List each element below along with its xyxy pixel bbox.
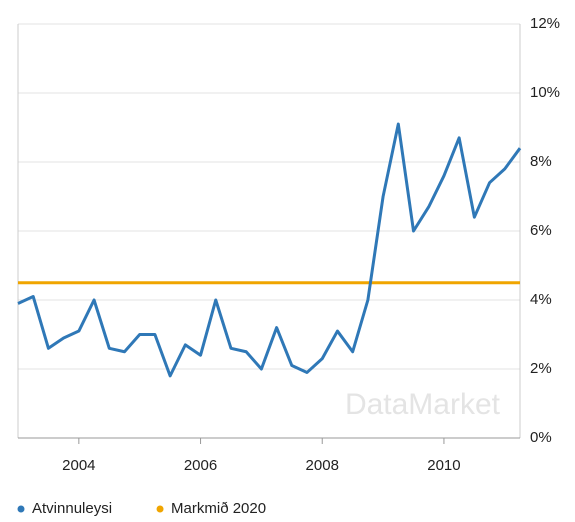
legend-label: Atvinnuleysi	[32, 500, 112, 517]
legend-marker	[17, 505, 25, 513]
y-tick-label: 10%	[530, 84, 560, 101]
y-tick-label: 12%	[530, 15, 560, 32]
legend-marker	[156, 505, 164, 513]
y-tick-label: 4%	[530, 291, 552, 308]
y-tick-label: 8%	[530, 153, 552, 170]
y-tick-label: 6%	[530, 222, 552, 239]
x-tick-label: 2010	[427, 457, 460, 474]
x-tick-label: 2006	[184, 457, 217, 474]
y-tick-label: 0%	[530, 429, 552, 446]
watermark: DataMarket	[345, 388, 501, 421]
y-tick-label: 2%	[530, 360, 552, 377]
legend-label: Markmið 2020	[171, 500, 266, 517]
x-tick-label: 2004	[62, 457, 95, 474]
x-tick-label: 2008	[306, 457, 339, 474]
data-line	[17, 122, 522, 378]
